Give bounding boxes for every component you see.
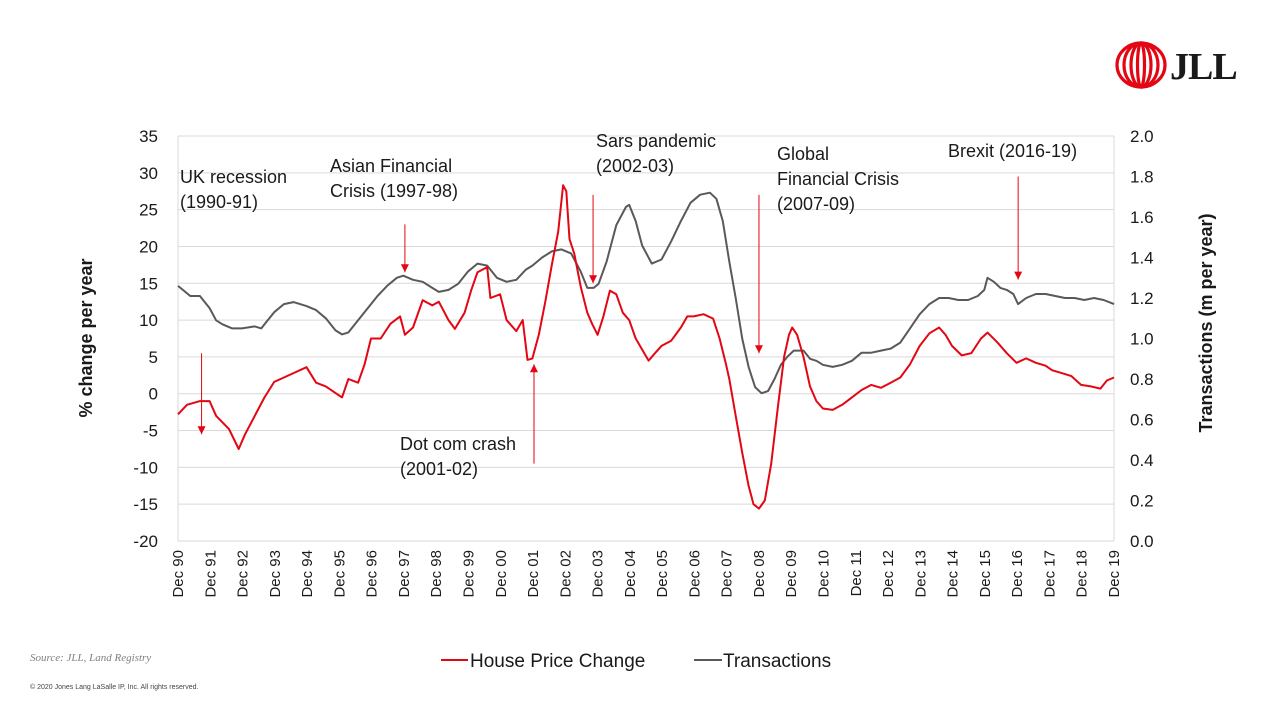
- x-tick-label: Dec 17: [1041, 550, 1058, 598]
- axes: [177, 136, 1115, 541]
- x-tick-label: Dec 09: [783, 550, 800, 598]
- annotation-arrowhead: [1014, 271, 1023, 280]
- x-tick-label: Dec 96: [364, 550, 381, 598]
- y2-tick-label: 2.0: [1130, 127, 1154, 146]
- y-tick-label: -10: [133, 458, 158, 477]
- jll-logo-icon: [1115, 41, 1167, 89]
- y-axis-title: % change per year: [76, 258, 96, 417]
- y2-axis-ticks: 2.0 1.8 1.6 1.4 1.2 1.0 0.8 0.6 0.4 0.2 0.0: [1130, 127, 1154, 551]
- annotations: UK recession (1990-91) Asian Financial Cris…: [180, 131, 1077, 479]
- logo-text: JLL: [1170, 46, 1238, 88]
- x-tick-label: Dec 10: [816, 550, 833, 598]
- y-tick-label: 15: [139, 274, 158, 293]
- x-tick-label: Dec 95: [331, 550, 348, 598]
- y2-tick-label: 1.8: [1130, 168, 1154, 187]
- x-tick-label: Dec 08: [751, 550, 768, 598]
- annotation-arrowhead: [530, 364, 539, 373]
- x-axis-ticks: Dec 90 Dec 91 Dec 92 Dec 93 Dec 94 Dec 95 Dec …: [170, 550, 1123, 598]
- x-tick-label: Dec 04: [622, 550, 639, 598]
- x-tick-label: Dec 18: [1074, 550, 1091, 598]
- y2-tick-label: 1.2: [1130, 289, 1154, 308]
- series-line-transactions: [177, 191, 1115, 395]
- y2-tick-label: 1.0: [1130, 330, 1154, 349]
- y-tick-label: 5: [149, 348, 158, 367]
- series-line-house-price-change: [177, 184, 1115, 510]
- x-tick-label: Dec 13: [912, 550, 929, 598]
- annotation-label: UK recession (1990-91): [180, 167, 287, 212]
- series-lines: [177, 184, 1115, 510]
- x-tick-label: Dec 14: [945, 550, 962, 598]
- y2-tick-label: 1.6: [1130, 208, 1154, 227]
- x-tick-label: Dec 19: [1106, 550, 1123, 598]
- y2-tick-label: 0.2: [1130, 492, 1154, 511]
- legend-label-transactions: Transactions: [723, 651, 831, 672]
- x-tick-label: Dec 11: [848, 550, 865, 596]
- annotation-label: Asian Financial Crisis (1997-98): [330, 156, 458, 201]
- y2-tick-label: 1.4: [1130, 249, 1154, 268]
- annotation-arrowhead: [754, 345, 763, 354]
- y-tick-label: -20: [133, 532, 158, 551]
- x-tick-label: Dec 93: [267, 550, 284, 598]
- y-tick-label: 25: [139, 201, 158, 220]
- x-tick-label: Dec 99: [460, 550, 477, 598]
- x-tick-label: Dec 90: [170, 550, 187, 598]
- x-tick-label: Dec 05: [654, 550, 671, 598]
- legend: House Price Change Transactions: [441, 651, 831, 672]
- x-tick-label: Dec 91: [202, 550, 219, 598]
- copyright-note: © 2020 Jones Lang LaSalle IP, Inc. All r…: [30, 684, 199, 691]
- x-tick-label: Dec 07: [719, 550, 736, 598]
- y-axis-ticks: 35 30 25 20 15 10 5 0 -5 -10 -15 -20: [133, 127, 158, 551]
- x-tick-label: Dec 92: [235, 550, 252, 598]
- y2-tick-label: 0.4: [1130, 451, 1154, 470]
- x-tick-label: Dec 03: [590, 550, 607, 598]
- x-tick-label: Dec 97: [396, 550, 413, 598]
- y2-axis-title: Transactions (m per year): [1196, 213, 1216, 432]
- x-tick-label: Dec 98: [428, 550, 445, 598]
- annotation-label: Brexit (2016-19): [948, 141, 1077, 161]
- y-tick-label: 0: [149, 385, 158, 404]
- y-tick-label: 35: [139, 127, 158, 146]
- x-tick-label: Dec 12: [880, 550, 897, 598]
- y-tick-label: 10: [139, 311, 158, 330]
- y2-tick-label: 0.6: [1130, 411, 1154, 430]
- gridlines: [178, 135, 1114, 542]
- legend-label-house-price: House Price Change: [470, 651, 645, 672]
- annotation-label: Sars pandemic (2002-03): [596, 131, 716, 176]
- x-tick-label: Dec 15: [977, 550, 994, 598]
- x-tick-label: Dec 16: [1009, 550, 1026, 598]
- annotation-arrowhead: [400, 264, 409, 273]
- y-tick-label: -15: [133, 495, 158, 514]
- annotation-arrowhead: [589, 275, 598, 284]
- y-tick-label: -5: [143, 422, 158, 441]
- x-tick-label: Dec 94: [299, 550, 316, 598]
- y-tick-label: 30: [139, 164, 158, 183]
- x-tick-label: Dec 06: [686, 550, 703, 598]
- annotation-label: Dot com crash (2001-02): [400, 434, 516, 479]
- annotation-label: Global Financial Crisis (2007-09): [777, 144, 899, 214]
- source-note: Source: JLL, Land Registry: [30, 652, 152, 664]
- annotation-arrowhead: [197, 426, 206, 435]
- x-tick-label: Dec 02: [557, 550, 574, 598]
- x-tick-label: Dec 00: [493, 550, 510, 598]
- x-tick-label: Dec 01: [525, 550, 542, 598]
- y2-tick-label: 0.8: [1130, 370, 1154, 389]
- y-tick-label: 20: [139, 237, 158, 256]
- y2-tick-label: 0.0: [1130, 532, 1154, 551]
